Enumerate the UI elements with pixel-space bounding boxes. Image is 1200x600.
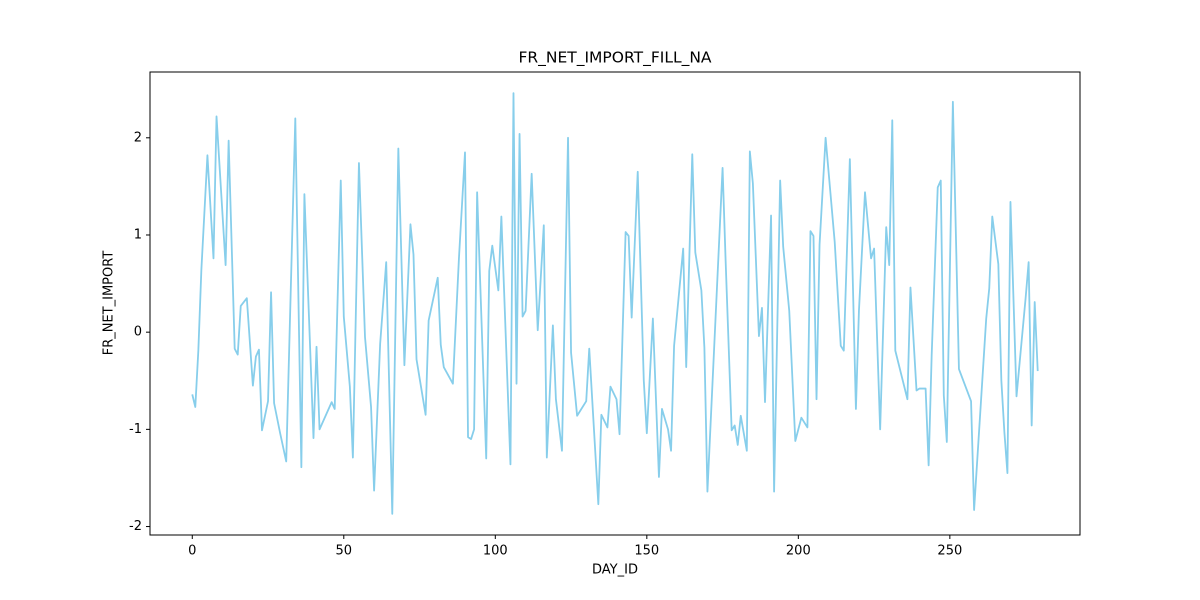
y-tick-label: 2: [134, 130, 142, 145]
y-tick-label: 1: [134, 227, 142, 242]
x-tick-label: 100: [483, 544, 508, 559]
x-axis-label: DAY_ID: [592, 563, 638, 578]
y-tick-label: -2: [129, 519, 142, 534]
chart-title: FR_NET_IMPORT_FILL_NA: [518, 49, 711, 68]
x-tick-label: 0: [188, 544, 196, 559]
y-tick-label: -1: [129, 422, 142, 437]
y-axis-label: FR_NET_IMPORT: [102, 251, 117, 356]
data-line: [191, 92, 1039, 515]
x-tick-label: 200: [786, 544, 811, 559]
x-tick-label: 250: [937, 544, 962, 559]
x-tick-label: 50: [336, 544, 353, 559]
y-tick-label: 0: [134, 325, 142, 340]
x-tick-label: 150: [634, 544, 659, 559]
plot-frame: [149, 71, 1081, 536]
